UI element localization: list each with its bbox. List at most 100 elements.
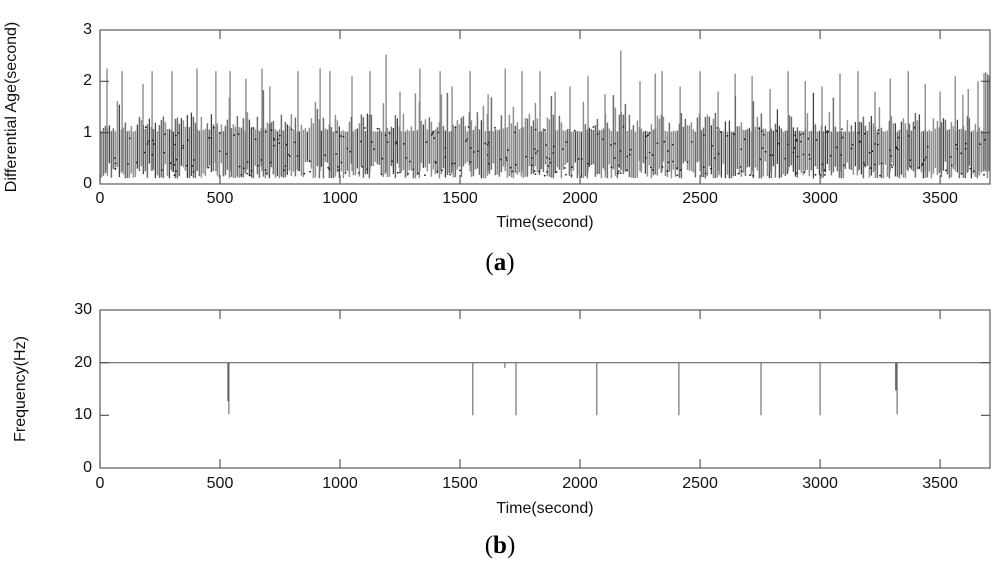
signal-dot [466,138,468,141]
chart-a-plot [99,29,991,185]
signal-dot [303,172,306,175]
signal-dot [287,153,290,156]
signal-dot [153,143,155,145]
signal-dot [897,148,899,151]
signal-dot [821,163,824,166]
signal-dot [270,129,273,132]
signal-dot [444,156,447,159]
signal-dot [964,142,967,145]
signal-dot [453,162,456,165]
signal-dot [704,172,707,175]
signal-dot [702,134,705,137]
signal-dot [676,174,679,177]
signal-dot [619,172,622,175]
signal-dot [739,166,742,168]
signal-dot [815,139,818,142]
signal-dot [391,160,393,163]
signal-dot [577,158,580,160]
signal-dot [795,172,798,175]
signal-dot [714,157,716,160]
signal-dot [525,155,527,158]
signal-dot [127,163,129,165]
signal-dot [769,154,772,157]
signal-dot [909,159,912,162]
signal-dot [339,135,342,138]
signal-dot [979,143,982,146]
signal-dot [175,158,178,161]
signal-dot [269,161,272,164]
signal-dot [505,159,508,161]
signal-dot [719,131,722,133]
signal-dot [565,173,567,176]
signal-spikes [106,50,990,172]
signal-dot [163,151,166,154]
signal-dot [573,129,576,132]
signal-dot [969,167,972,170]
signal-dot [469,161,472,164]
signal-dot [759,158,762,161]
signal-dot [250,169,253,172]
signal-dot [441,169,443,172]
signal-dot [240,173,243,176]
signal-dot [264,130,267,133]
signal-dot [762,133,765,136]
signal-dot [361,165,364,168]
signal-dot [647,134,649,137]
signal-dot [366,168,369,171]
signal-dot [876,143,879,146]
signal-dot [711,144,713,147]
signal-dot [629,153,631,156]
signal-dot [602,138,604,141]
signal-dot [760,130,763,133]
signal-dot [891,166,893,169]
signal-dot [507,149,509,152]
signal-dot [346,147,349,150]
signal-dot [949,156,952,158]
signal-dot [309,170,311,173]
signal-dot [114,162,117,165]
signal-dot [835,146,838,149]
signal-dot [667,150,669,152]
signal-dot [328,168,331,171]
signal-dot [897,136,900,139]
signal-dot [467,126,470,128]
signal-dot [344,172,347,174]
chart-b-plot [99,309,991,469]
signal-dot [973,170,975,173]
signal-dot [807,137,810,140]
signal-dot [964,147,967,150]
signal-dot [945,169,947,172]
signal-dot [335,153,337,155]
signal-dot [278,134,281,137]
signal-dot [437,131,440,134]
signal-dot [296,155,299,157]
signal-dot [265,172,268,175]
signal-dot [671,160,674,163]
signal-dot [499,158,502,161]
signal-dot [324,154,326,157]
signal-dot [284,165,287,168]
signal-dot [648,151,651,154]
panel-b-caption: (b) [400,532,600,560]
signal-dot [862,162,865,164]
signal-dot [288,155,291,158]
signal-dot [114,167,117,170]
signal-dot [252,127,255,129]
signal-dot [923,159,926,161]
signal-dot [921,162,924,165]
signal-dot [592,126,595,128]
signal-dot [850,147,853,150]
signal-dot [740,170,743,173]
signal-dot [752,174,754,177]
signal-dot [487,141,490,144]
signal-dot [802,132,805,135]
signal-dot [193,159,195,161]
signal-dot [494,126,496,129]
caption-b-open-paren: ( [484,532,494,559]
signal-dot [913,127,916,129]
signal-dot [889,149,891,152]
signal-dot [873,163,876,166]
signal-dot [405,157,408,159]
signal-dot [895,146,898,149]
